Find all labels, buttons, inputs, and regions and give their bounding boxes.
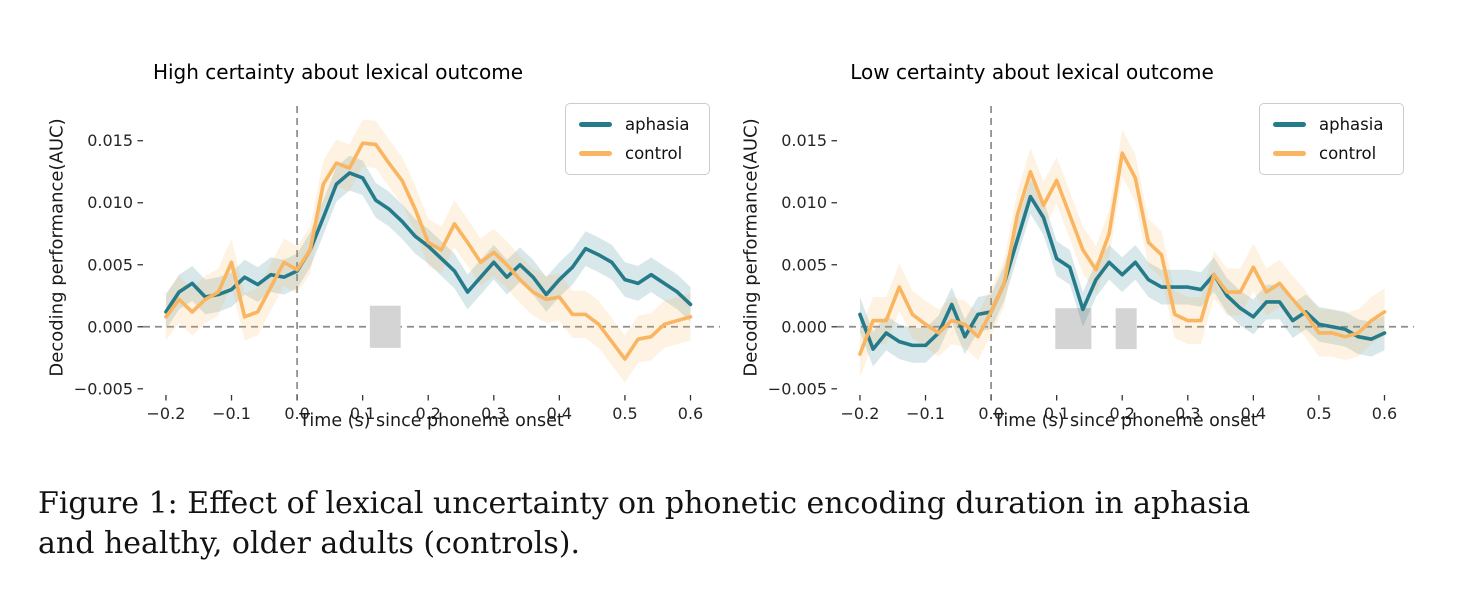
y-axis-label: Decoding performance(AUC) xyxy=(740,118,762,377)
x-tick-label: 0.4 xyxy=(1241,404,1266,423)
x-tick-label: 0.6 xyxy=(1372,404,1397,423)
legend-label-control: control xyxy=(1319,144,1377,163)
x-tick-label: 0.0 xyxy=(284,404,309,423)
chart-low-certainty: Low certainty about lexical outcome Deco… xyxy=(694,0,1434,470)
caption-line-2: and healthy, older adults (controls). xyxy=(38,525,580,561)
x-tick-label: 0.3 xyxy=(1175,404,1200,423)
y-tick-label: 0.000 xyxy=(87,317,133,336)
chart-title: Low certainty about lexical outcome xyxy=(850,60,1214,84)
legend-label-aphasia: aphasia xyxy=(1319,115,1384,134)
chart-high-certainty: High certainty about lexical outcome Dec… xyxy=(0,0,740,470)
y-tick-label: 0.005 xyxy=(781,255,827,274)
x-tick-label: −0.2 xyxy=(147,404,186,423)
x-axis-label: Time (s) since phoneme onset xyxy=(299,411,564,431)
x-tick-label: 0.2 xyxy=(415,404,440,423)
x-tick-label: 0.5 xyxy=(1306,404,1331,423)
y-tick-label: 0.010 xyxy=(781,193,827,212)
legend-swatch-aphasia xyxy=(579,122,612,127)
y-tick-label: −0.005 xyxy=(768,379,827,398)
significance-rect xyxy=(369,305,401,348)
plot-area-high-certainty: −0.2 −0.1 0.0 0.1 0.2 0.3 0.4 0.5 0.6 −0.005 0.000… xyxy=(74,106,720,423)
confidence-band-control xyxy=(165,119,691,383)
legend-swatch-aphasia xyxy=(1273,122,1306,127)
x-tick-label: 0.4 xyxy=(547,404,572,423)
series-line-control xyxy=(164,141,693,361)
legend-swatch-control xyxy=(1273,151,1306,156)
y-tick-label: −0.005 xyxy=(74,379,133,398)
x-tick-label: 0.1 xyxy=(1044,404,1069,423)
x-tick-label: −0.1 xyxy=(906,404,945,423)
legend: aphasia control xyxy=(565,103,711,175)
significance-rect xyxy=(1115,308,1137,350)
legend-label-control: control xyxy=(625,144,683,163)
x-tick-label: 0.2 xyxy=(1109,404,1134,423)
y-axis-label: Decoding performance(AUC) xyxy=(46,118,68,377)
figure-caption: Figure 1: Effect of lexical uncertainty … xyxy=(38,484,1463,564)
plot-area-low-certainty: −0.2 −0.1 0.0 0.1 0.2 0.3 0.4 0.5 0.6 −0.005 0.000… xyxy=(768,106,1414,423)
y-tick-label: 0.015 xyxy=(781,131,827,150)
y-tick-label: 0.010 xyxy=(87,193,133,212)
legend-entry-aphasia: aphasia xyxy=(1273,115,1383,134)
y-tick-label: 0.005 xyxy=(87,255,133,274)
x-axis-label: Time (s) since phoneme onset xyxy=(993,411,1258,431)
legend-swatch-control xyxy=(579,151,612,156)
legend-entry-control: control xyxy=(579,144,689,163)
legend-entry-aphasia: aphasia xyxy=(579,115,689,134)
x-tick-label: 0.5 xyxy=(612,404,637,423)
series-line-aphasia xyxy=(858,194,1387,351)
x-tick-label: 0.3 xyxy=(481,404,506,423)
x-tick-label: 0.6 xyxy=(678,404,703,423)
chart-title: High certainty about lexical outcome xyxy=(152,60,524,84)
x-tick-label: −0.1 xyxy=(212,404,251,423)
legend-entry-control: control xyxy=(1273,144,1383,163)
series-line-control xyxy=(858,151,1387,356)
y-tick-label: 0.015 xyxy=(87,131,133,150)
x-tick-label: 0.1 xyxy=(350,404,375,423)
caption-line-1: Figure 1: Effect of lexical uncertainty … xyxy=(38,486,1251,521)
x-tick-label: 0.0 xyxy=(978,404,1003,423)
legend: aphasia control xyxy=(1259,103,1405,175)
x-tick-label: −0.2 xyxy=(841,404,880,423)
series-line-aphasia xyxy=(164,171,693,314)
legend-label-aphasia: aphasia xyxy=(625,115,690,134)
y-tick-label: 0.000 xyxy=(781,317,827,336)
significance-rect xyxy=(1055,308,1092,350)
